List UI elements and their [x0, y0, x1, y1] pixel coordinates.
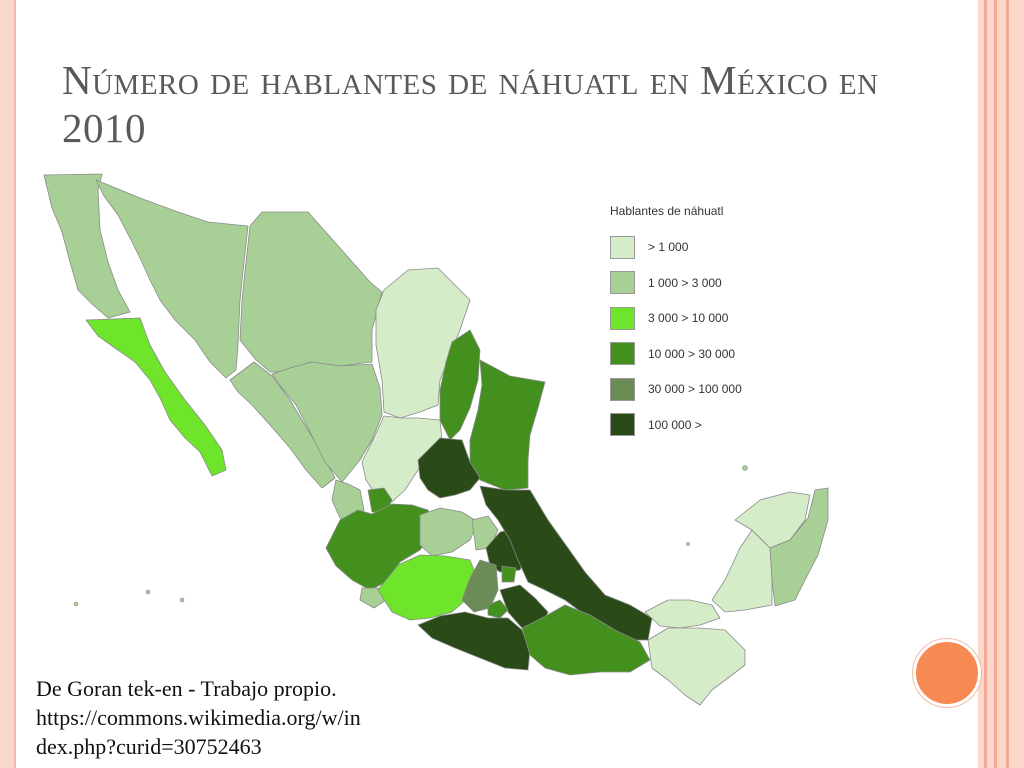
credit-link-line[interactable]: https://commons.wikimedia.org/w/in: [36, 705, 361, 730]
island: [742, 465, 748, 471]
legend-swatch: [610, 342, 635, 365]
attribution-credit: De Goran tek-en - Trabajo propio. https:…: [36, 674, 476, 761]
legend-item: 1 000 > 3 000: [610, 270, 722, 296]
legend-title: Hablantes de náhuatl: [610, 204, 724, 218]
left-frame-band: [0, 0, 14, 768]
state-mexico: [461, 559, 499, 613]
state-oaxaca: [521, 604, 651, 676]
legend-label: 30 000 > 100 000: [648, 382, 742, 396]
state-chiapas: [647, 627, 746, 706]
legend-item: 10 000 > 30 000: [610, 341, 735, 367]
island: [145, 589, 151, 595]
legend-swatch: [610, 235, 635, 259]
state-tamaulipas: [469, 359, 546, 491]
left-frame-line: [14, 0, 16, 768]
state-tlaxcala: [501, 565, 517, 583]
state-quintana-roo: [769, 487, 829, 607]
legend-item: 100 000 >: [610, 412, 702, 438]
mexico-nahuatl-map: [43, 173, 829, 706]
legend-item: 30 000 > 100 000: [610, 376, 742, 402]
state-sinaloa: [229, 361, 336, 489]
island: [686, 542, 690, 546]
state-durango: [271, 361, 383, 483]
credit-line: De Goran tek-en - Trabajo propio.: [36, 676, 337, 701]
legend-label: 1 000 > 3 000: [648, 275, 722, 290]
legend-swatch: [610, 377, 635, 401]
legend-label: 3 000 > 10 000: [648, 311, 729, 325]
state-morelos: [487, 599, 509, 619]
state-sonora: [95, 179, 249, 379]
legend-label: 10 000 > 30 000: [648, 346, 736, 361]
legend-swatch: [610, 271, 635, 294]
island: [179, 597, 185, 603]
state-baja-california: [43, 173, 131, 319]
state-guanajuato: [419, 507, 479, 557]
state-yucatan: [734, 491, 811, 549]
state-baja-california-sur: [85, 317, 227, 477]
state-coahuila: [375, 267, 471, 419]
state-guerrero: [417, 611, 531, 671]
slide-title: Número de hablantes de náhuatl en México…: [62, 57, 879, 151]
state-tabasco: [644, 599, 721, 629]
legend-label: > 1 000: [648, 240, 689, 254]
state-chihuahua: [239, 211, 383, 373]
legend-swatch: [610, 306, 635, 330]
credit-link-line[interactable]: dex.php?curid=30752463: [36, 734, 262, 759]
state-nuevo-leon: [439, 329, 481, 441]
state-san-luis-potosi: [417, 437, 481, 499]
state-campeche: [711, 529, 773, 613]
legend-item: 3 000 > 10 000: [610, 305, 728, 331]
legend-item: > 1 000: [610, 234, 688, 260]
decorative-orb: [913, 639, 981, 707]
island: [73, 601, 79, 607]
right-frame-band: [978, 0, 1024, 768]
legend-label: 100 000 >: [648, 417, 702, 432]
legend-swatch: [610, 413, 635, 436]
